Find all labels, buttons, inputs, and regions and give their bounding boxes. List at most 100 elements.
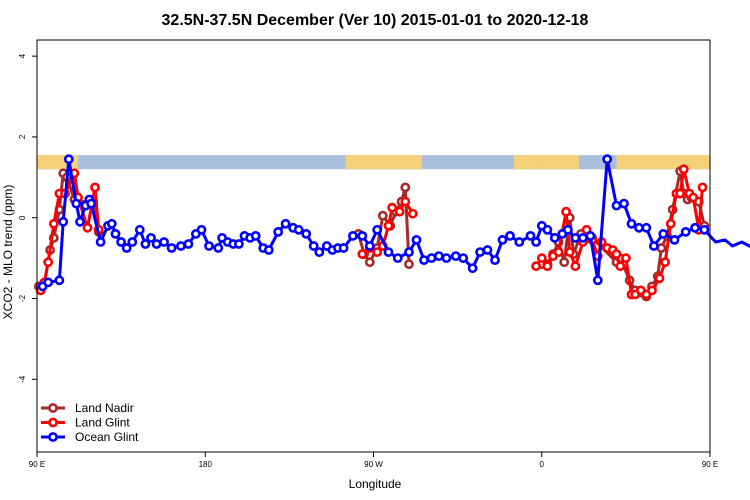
- data-point-ocean-glint: [482, 245, 493, 255]
- data-point-land-glint: [82, 222, 93, 233]
- legend-swatch-marker: [48, 403, 58, 413]
- data-point-ocean-glint: [54, 275, 65, 286]
- data-point-ocean-glint: [134, 224, 145, 235]
- data-point-land-glint: [542, 261, 553, 272]
- legend-swatch-marker: [48, 432, 58, 442]
- data-point-ocean-glint: [467, 263, 478, 274]
- data-point-ocean-glint: [669, 234, 680, 245]
- data-point-land-glint: [400, 196, 411, 207]
- data-point-ocean-glint: [433, 251, 444, 261]
- legend-label: Ocean Glint: [75, 430, 139, 444]
- data-point-ocean-glint: [505, 230, 515, 241]
- data-point-ocean-glint: [273, 226, 284, 237]
- x-tick-label: 180: [199, 460, 213, 469]
- data-point-ocean-glint: [680, 226, 691, 237]
- data-point-ocean-glint: [419, 255, 429, 265]
- data-point-ocean-glint: [86, 198, 97, 209]
- data-point-ocean-glint: [301, 228, 312, 239]
- data-point-ocean-glint: [183, 239, 194, 249]
- data-point-ocean-glint: [116, 237, 126, 247]
- data-point-ocean-glint: [166, 243, 177, 253]
- data-point-ocean-glint: [404, 247, 414, 257]
- data-point-ocean-glint: [233, 239, 244, 249]
- data-point-ocean-glint: [95, 237, 106, 247]
- data-point-land-glint: [688, 192, 699, 203]
- data-point-land-nadir: [377, 210, 388, 221]
- data-point-ocean-glint: [570, 232, 581, 243]
- data-point-land-glint: [611, 249, 622, 259]
- data-point-ocean-glint: [263, 245, 274, 255]
- data-point-ocean-glint: [110, 228, 121, 239]
- data-point-land-glint: [387, 202, 398, 213]
- y-tick-label: 4: [18, 53, 27, 58]
- plot-area: [34, 154, 750, 302]
- data-point-ocean-glint: [514, 237, 525, 247]
- data-point-ocean-glint: [314, 247, 325, 257]
- legend-item-land-nadir: Land Nadir: [41, 401, 134, 415]
- data-point-land-glint: [536, 253, 547, 263]
- data-point-ocean-glint: [490, 255, 500, 265]
- data-point-ocean-glint: [658, 228, 669, 239]
- x-tick-label: 90 W: [364, 460, 383, 469]
- data-point-ocean-glint: [578, 232, 588, 243]
- x-axis: 90 E 180 90 W 0 90 E: [29, 452, 718, 469]
- x-axis-label: Longitude: [349, 477, 402, 491]
- data-point-land-glint: [561, 206, 571, 217]
- data-point-land-glint: [90, 182, 100, 193]
- legend-swatch-marker: [48, 417, 58, 428]
- data-point-ocean-glint: [602, 154, 613, 165]
- series-line-ocean-glint: [41, 157, 750, 288]
- data-point-ocean-glint: [159, 237, 169, 247]
- data-point-ocean-glint: [121, 243, 132, 253]
- data-point-ocean-glint: [43, 277, 54, 288]
- data-point-land-nadir: [656, 243, 667, 253]
- data-point-land-glint: [357, 249, 368, 259]
- data-point-land-glint: [48, 218, 59, 229]
- data-point-ocean-glint: [411, 234, 422, 245]
- data-point-ocean-glint: [626, 218, 637, 229]
- data-point-land-nadir: [404, 259, 414, 270]
- data-point-land-glint: [553, 247, 564, 257]
- data-point-ocean-glint: [641, 222, 652, 233]
- data-point-land-glint: [43, 257, 54, 268]
- data-point-land-glint: [697, 182, 708, 193]
- data-point-ocean-glint: [649, 241, 659, 251]
- data-point-ocean-glint: [426, 253, 437, 263]
- data-point-land-glint: [407, 208, 418, 219]
- data-point-land-glint: [660, 257, 670, 268]
- data-point-ocean-glint: [383, 247, 394, 257]
- data-point-land-glint: [372, 247, 383, 257]
- data-point-ocean-glint: [140, 239, 151, 249]
- x-tick-label: 0: [540, 460, 545, 469]
- y-axis: -4 -2 0 2 4: [18, 53, 37, 383]
- legend-label: Land Nadir: [75, 401, 134, 415]
- data-point-ocean-glint: [699, 224, 710, 235]
- data-point-ocean-glint: [146, 232, 156, 243]
- data-point-ocean-glint: [151, 239, 162, 249]
- data-point-ocean-glint: [585, 230, 596, 241]
- data-point-land-glint: [675, 188, 685, 199]
- data-point-ocean-glint: [497, 234, 508, 245]
- data-point-ocean-glint: [106, 218, 117, 229]
- data-point-land-glint: [394, 206, 405, 217]
- data-point-land-glint: [647, 285, 657, 296]
- y-tick-label: -2: [18, 294, 27, 302]
- data-point-ocean-glint: [196, 224, 207, 235]
- data-point-land-glint: [531, 261, 541, 272]
- data-point-ocean-glint: [364, 241, 375, 251]
- map-band-land-1: [345, 155, 423, 170]
- data-point-ocean-glint: [525, 230, 536, 241]
- map-band-land-4: [616, 155, 710, 170]
- data-point-ocean-glint: [357, 230, 368, 241]
- data-point-land-glint: [564, 247, 575, 257]
- data-point-ocean-glint: [75, 216, 85, 227]
- y-tick-label: -4: [18, 375, 27, 383]
- data-point-ocean-glint: [204, 241, 214, 251]
- data-point-land-glint: [678, 164, 689, 175]
- map-band-land-3: [541, 155, 580, 170]
- data-point-ocean-glint: [58, 216, 69, 227]
- data-point-land-glint: [621, 253, 631, 263]
- data-point-ocean-glint: [531, 237, 541, 247]
- x-tick-label: 90 E: [702, 460, 718, 469]
